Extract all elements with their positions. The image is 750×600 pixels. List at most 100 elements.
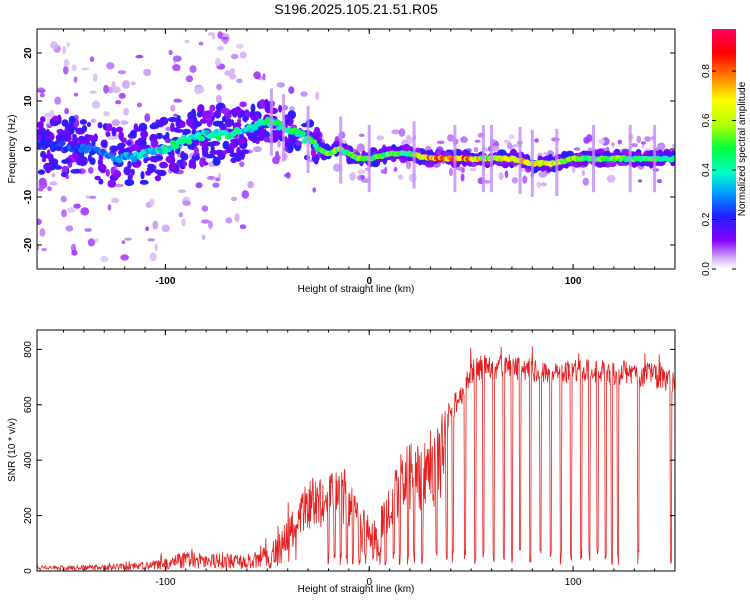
- energy-blob: [190, 125, 198, 130]
- streak: [367, 125, 371, 193]
- noise-blob: [103, 84, 109, 94]
- noise-blob: [239, 51, 247, 59]
- noise-blob: [63, 59, 70, 67]
- noise-blob: [508, 134, 515, 140]
- energy-blob: [199, 157, 205, 168]
- energy-blob: [285, 138, 292, 144]
- noise-blob: [235, 43, 244, 49]
- energy-blob: [201, 110, 212, 120]
- energy-blob: [195, 154, 200, 161]
- energy-blob: [127, 174, 133, 181]
- energy-blob: [44, 163, 52, 174]
- energy-blob: [224, 118, 233, 128]
- energy-blob: [230, 107, 241, 115]
- noise-blob: [406, 134, 411, 140]
- ridge-cell: [199, 136, 206, 142]
- noise-blob: [87, 238, 96, 247]
- energy-blob: [140, 130, 149, 139]
- noise-blob: [118, 92, 126, 99]
- energy-blob: [287, 143, 294, 152]
- noise-blob: [640, 141, 646, 145]
- energy-blob: [118, 131, 124, 141]
- noise-blob: [61, 209, 67, 218]
- noise-blob: [397, 174, 404, 180]
- energy-blob: [165, 155, 175, 164]
- noise-blob: [656, 179, 663, 184]
- energy-blob: [239, 101, 247, 108]
- noise-blob: [73, 92, 79, 97]
- noise-blob: [173, 98, 183, 103]
- streak: [269, 88, 273, 156]
- energy-blob: [295, 140, 303, 146]
- noise-blob: [111, 86, 121, 94]
- energy-blob: [145, 170, 152, 176]
- noise-blob: [89, 56, 95, 63]
- x-tick-label: 0: [366, 577, 372, 588]
- streak: [412, 121, 416, 189]
- noise-blob: [234, 213, 240, 223]
- noise-blob: [262, 73, 266, 81]
- noise-blob: [172, 64, 181, 72]
- energy-blob: [137, 137, 143, 146]
- ridge-cell: [670, 155, 675, 161]
- energy-blob: [89, 157, 96, 165]
- ridge-cell: [173, 144, 180, 150]
- noise-blob: [145, 226, 150, 231]
- noise-blob: [491, 145, 500, 152]
- noise-blob: [71, 64, 77, 72]
- energy-blob: [72, 137, 79, 142]
- noise-blob: [195, 182, 203, 189]
- streak: [518, 126, 522, 195]
- energy-blob: [107, 179, 117, 188]
- colorbar-tick-label: 0.4: [701, 163, 712, 177]
- energy-blob: [156, 132, 163, 139]
- noise-blob: [507, 142, 513, 150]
- noise-blob: [54, 96, 62, 105]
- energy-blob: [60, 171, 68, 178]
- noise-blob: [62, 45, 67, 55]
- energy-blob: [561, 151, 568, 160]
- energy-blob: [186, 118, 192, 126]
- noise-blob: [356, 143, 365, 153]
- energy-blob: [103, 142, 108, 149]
- energy-blob: [240, 150, 245, 160]
- energy-blob: [98, 154, 104, 162]
- noise-blob: [393, 166, 398, 172]
- energy-blob: [176, 115, 181, 121]
- energy-blob: [229, 141, 236, 150]
- noise-blob: [64, 107, 69, 115]
- noise-blob: [573, 147, 581, 151]
- noise-blob: [47, 186, 52, 192]
- noise-blob: [85, 194, 90, 199]
- energy-blob: [55, 133, 66, 142]
- energy-blob: [130, 144, 140, 151]
- noise-blob: [181, 218, 186, 227]
- energy-blob: [154, 175, 162, 182]
- energy-blob: [190, 108, 197, 119]
- energy-blob: [148, 163, 156, 173]
- ridge-cell: [59, 140, 66, 146]
- ridge-cell: [116, 157, 123, 164]
- energy-blob: [221, 123, 226, 132]
- streak: [481, 125, 485, 193]
- noise-blob: [636, 135, 642, 144]
- ridge-cell: [186, 139, 193, 145]
- snr-series-line: [37, 346, 675, 571]
- noise-blob: [103, 111, 110, 117]
- noise-blob: [498, 172, 504, 181]
- energy-blob: [214, 109, 222, 119]
- energy-blob: [222, 115, 227, 123]
- streak: [592, 125, 595, 193]
- y-tick-label: 600: [23, 396, 34, 413]
- energy-blob: [263, 136, 271, 143]
- chart-title: S196.2025.105.21.51.R05: [274, 1, 438, 17]
- noise-blob: [117, 70, 127, 75]
- y-tick-label: 10: [23, 95, 34, 107]
- energy-blob: [222, 150, 228, 155]
- noise-blob: [469, 168, 477, 172]
- noise-blob: [89, 90, 97, 94]
- noise-blob: [168, 49, 173, 56]
- noise-blob: [80, 207, 90, 216]
- noise-blob: [106, 62, 115, 70]
- noise-blob: [198, 41, 204, 46]
